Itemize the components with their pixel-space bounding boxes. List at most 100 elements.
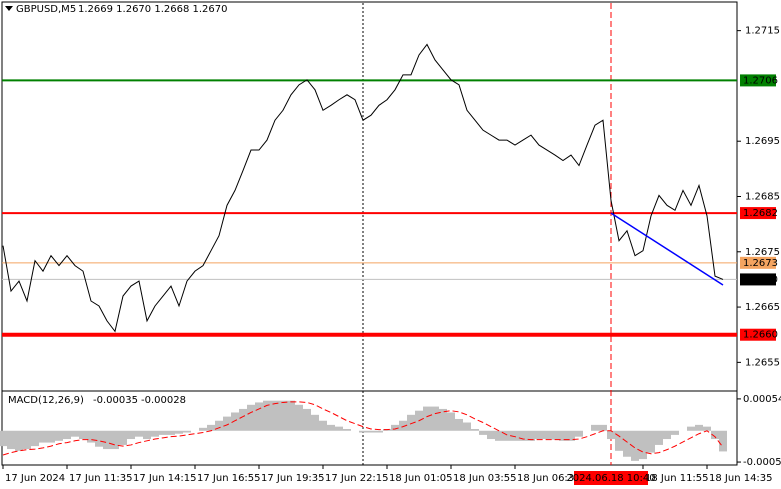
- macd-bar: [359, 430, 367, 433]
- macd-bar: [239, 408, 247, 431]
- macd-bar: [47, 430, 55, 443]
- x-tick-label: 18 Jun 11:55: [645, 473, 709, 484]
- x-tick-label: 17 Jun 11:35: [69, 473, 133, 484]
- level-label-box: [740, 74, 776, 87]
- y-tick-label: 1.2655: [745, 357, 780, 368]
- macd-bar: [223, 416, 231, 431]
- level-label: 1.2706: [743, 75, 778, 86]
- macd-bar: [439, 408, 447, 431]
- x-tick-label: 17 Jun 14:15: [133, 473, 197, 484]
- macd-bar: [71, 430, 79, 437]
- macd-bar: [343, 429, 351, 431]
- y-tick-label: 1.2685: [745, 192, 780, 203]
- macd-bar: [471, 429, 479, 431]
- macd-bar: [655, 430, 663, 445]
- macd-bar: [55, 430, 63, 441]
- price-layer: [0, 43, 727, 461]
- macd-bar: [79, 430, 87, 440]
- macd-bar: [687, 426, 695, 431]
- chart-frame: [1, 1, 738, 466]
- ohlc-values: 1.2669 1.2670 1.2668 1.2670: [78, 4, 228, 15]
- macd-bar: [487, 430, 495, 440]
- x-tick-label: 17 Jun 16:55: [197, 473, 261, 484]
- y-tick-label: 1.2695: [745, 136, 780, 147]
- macd-bar: [447, 412, 455, 431]
- macd-bar: [367, 430, 375, 433]
- level-label: 1.2682: [743, 208, 778, 219]
- x-tick-label: 18 Jun 06:35: [517, 473, 581, 484]
- symbol-menu-icon[interactable]: [5, 6, 13, 11]
- macd-bar: [543, 430, 551, 440]
- macd-bar: [599, 424, 607, 431]
- macd-value: -0.00035: [93, 395, 138, 406]
- macd-bar: [463, 422, 471, 431]
- level-label-box: [740, 328, 776, 341]
- macd-bar: [615, 430, 623, 451]
- y-tick-label: 0.00054: [743, 394, 781, 405]
- macd-bar: [639, 430, 647, 460]
- macd-bar: [703, 426, 711, 431]
- macd-bar: [215, 420, 223, 431]
- macd-bar: [567, 430, 575, 441]
- x-highlight-label: 2024.06.18 10:40: [566, 473, 655, 484]
- symbol-title: GBPUSD,M5: [16, 4, 76, 15]
- macd-bar: [663, 430, 671, 440]
- macd-bar: [399, 420, 407, 431]
- x-tick-label: 17 Jun 22:15: [325, 473, 389, 484]
- macd-bar: [111, 430, 119, 450]
- level-label-box: [740, 256, 776, 269]
- macd-bar: [647, 430, 655, 453]
- macd-bar: [199, 427, 207, 431]
- macd-bar: [183, 430, 191, 433]
- macd-bar: [631, 430, 639, 461]
- macd-bar: [623, 430, 631, 457]
- y-tick-label: 1.2715: [745, 26, 780, 37]
- macd-title: MACD(12,26,9): [8, 395, 84, 406]
- macd-bar: [391, 424, 399, 431]
- macd-bar: [575, 430, 583, 437]
- label-layer: 1.2655 1.2665 1.2675 1.2685 1.2695 1.2715 1.27…: [2, 26, 781, 485]
- macd-bar: [695, 424, 703, 431]
- macd-bar: [335, 426, 343, 431]
- macd-bar: [375, 430, 383, 433]
- macd-bar: [231, 412, 239, 431]
- macd-bar: [327, 424, 335, 431]
- macd-bar: [119, 430, 127, 445]
- macd-bar: [495, 430, 503, 441]
- macd-bar: [0, 430, 7, 447]
- macd-bar: [159, 430, 167, 435]
- x-tick-label: 18 Jun 01:05: [389, 473, 453, 484]
- macd-bar: [551, 430, 559, 440]
- macd-bar: [95, 430, 103, 447]
- signal-line: [2, 401, 724, 456]
- macd-bar: [167, 430, 175, 435]
- macd-bar: [559, 430, 567, 441]
- background-layer: [2, 3, 737, 465]
- macd-bar: [247, 404, 255, 431]
- macd-bar: [23, 430, 31, 450]
- macd-bar: [479, 430, 487, 435]
- macd-bar: [535, 430, 543, 440]
- macd-bar: [39, 430, 47, 443]
- macd-bar: [423, 406, 431, 431]
- macd-bar: [455, 418, 463, 431]
- macd-bar: [527, 430, 535, 441]
- x-tick-label: 18 Jun 14:35: [709, 473, 773, 484]
- macd-bar: [303, 408, 311, 431]
- macd-bar: [31, 430, 39, 447]
- x-tick-label: 17 Jun 19:35: [261, 473, 325, 484]
- macd-bar: [519, 430, 527, 441]
- level-label: 1.2670: [743, 274, 778, 285]
- macd-bar: [407, 414, 415, 431]
- macd-bar: [135, 430, 143, 437]
- macd-bar: [591, 424, 599, 431]
- macd-bar: [295, 404, 303, 431]
- macd-bar: [175, 430, 183, 434]
- y-tick-label: 1.2675: [745, 247, 780, 258]
- macd-bar: [511, 430, 519, 441]
- macd-bar: [671, 430, 679, 435]
- macd-bar: [15, 430, 23, 451]
- macd-bar: [263, 400, 271, 431]
- macd-bar: [7, 430, 15, 450]
